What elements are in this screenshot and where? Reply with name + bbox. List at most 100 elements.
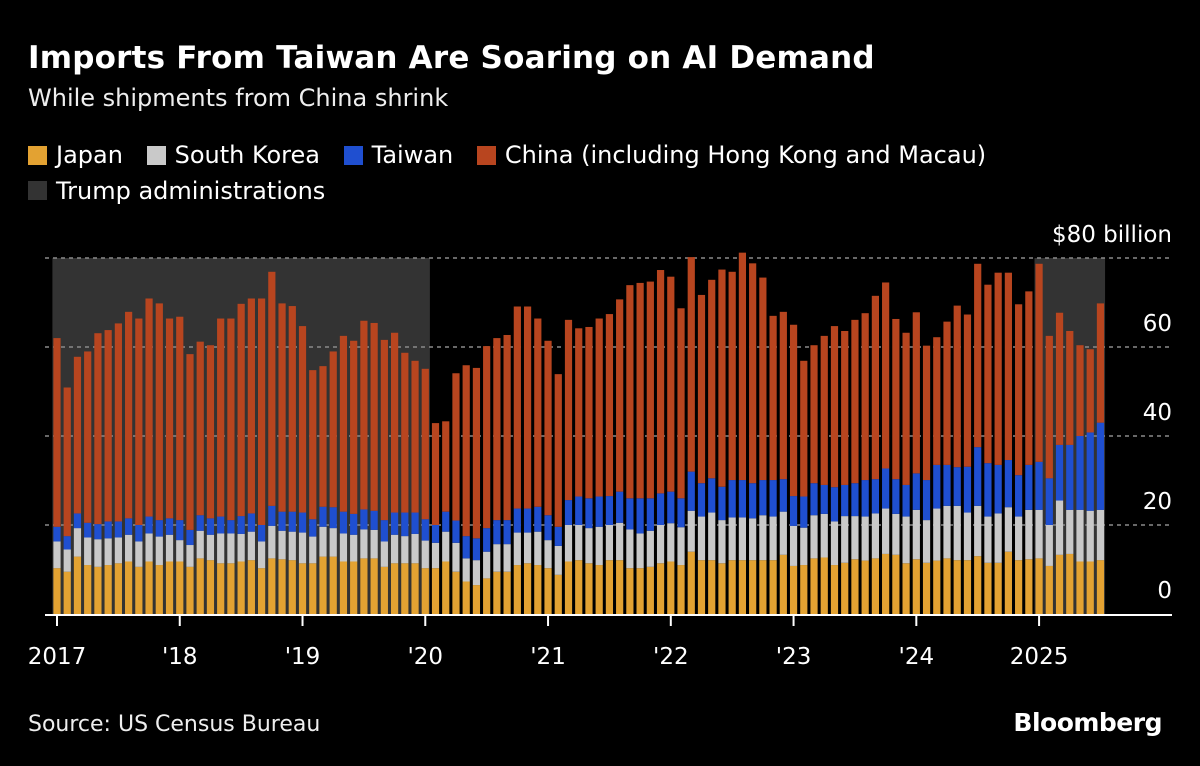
bar-segment-taiwan xyxy=(994,464,1002,514)
bar-segment-taiwan xyxy=(421,519,429,541)
legend-item-trump: Trump administrations xyxy=(28,174,325,208)
y-tick-label: 60 xyxy=(1143,311,1172,337)
bar-segment-china xyxy=(841,330,849,485)
bar-segment-south-korea xyxy=(605,525,614,561)
x-tick-label: 2025 xyxy=(1010,644,1069,670)
bar-segment-japan xyxy=(738,560,747,614)
bar-segment-south-korea xyxy=(63,549,71,572)
bar-segment-taiwan xyxy=(575,496,583,525)
bar-segment-china xyxy=(789,324,798,497)
bar-segment-japan xyxy=(186,566,194,614)
bar-segment-china xyxy=(616,299,624,492)
bar-segment-taiwan xyxy=(94,524,102,540)
bar-segment-taiwan xyxy=(984,463,992,517)
bar-segment-south-korea xyxy=(84,537,92,566)
bar-segment-china xyxy=(503,334,511,521)
bar-segment-taiwan xyxy=(431,525,440,543)
legend-swatch-china xyxy=(476,145,496,165)
bar-segment-japan xyxy=(1086,561,1094,614)
legend-label: Trump administrations xyxy=(56,176,326,205)
bar-segment-taiwan xyxy=(114,521,122,538)
bar-segment-south-korea xyxy=(483,551,491,579)
bar-segment-south-korea xyxy=(861,516,869,561)
bar-segment-japan xyxy=(882,553,890,614)
bar-segment-taiwan xyxy=(922,480,931,521)
bar-segment-south-korea xyxy=(810,515,818,559)
bar-segment-japan xyxy=(176,561,184,614)
bar-segment-china xyxy=(830,326,839,488)
bar-segment-japan xyxy=(421,568,429,614)
bar-segment-japan xyxy=(165,561,174,614)
bar-segment-china xyxy=(953,305,961,468)
bar-segment-china xyxy=(135,318,143,525)
bar-segment-japan xyxy=(145,561,153,614)
bar-segment-china xyxy=(176,316,184,521)
bar-segment-china xyxy=(974,263,982,448)
bar-segment-south-korea xyxy=(380,541,388,567)
bar-segment-south-korea xyxy=(442,531,450,562)
bar-segment-japan xyxy=(892,554,900,614)
bar-segment-south-korea xyxy=(974,505,982,557)
bar-segment-taiwan xyxy=(186,529,194,546)
bar-segment-south-korea xyxy=(963,512,972,561)
bar-segment-japan xyxy=(953,560,961,614)
bar-segment-china xyxy=(656,270,665,494)
bar-segment-japan xyxy=(288,560,296,614)
legend-swatch-south-korea xyxy=(146,145,166,165)
bar-segment-china xyxy=(421,368,429,520)
bar-segment-china xyxy=(759,277,767,481)
legend-label: Taiwan xyxy=(371,141,454,169)
bar-segment-taiwan xyxy=(237,516,245,534)
x-tick-label: '22 xyxy=(653,644,689,670)
bar-segment-south-korea xyxy=(708,512,716,561)
bar-segment-taiwan xyxy=(165,518,174,535)
bar-segment-taiwan xyxy=(708,478,716,513)
bar-segment-taiwan xyxy=(605,496,614,525)
bar-segment-south-korea xyxy=(176,540,184,562)
bar-segment-south-korea xyxy=(401,536,409,564)
bar-segment-taiwan xyxy=(953,467,961,506)
bar-segment-south-korea xyxy=(687,510,695,552)
bar-segment-china xyxy=(943,321,951,465)
bar-segment-south-korea xyxy=(370,529,378,559)
bar-segment-japan xyxy=(616,560,624,614)
bar-segment-south-korea xyxy=(1035,509,1043,559)
bar-segment-south-korea xyxy=(820,513,828,558)
bar-segment-south-korea xyxy=(912,509,920,560)
bar-segment-china xyxy=(452,373,460,521)
bar-segment-japan xyxy=(370,558,378,614)
bar-segment-japan xyxy=(1015,560,1023,614)
bar-segment-china xyxy=(114,323,122,522)
bar-segment-china xyxy=(206,345,215,519)
bar-segment-taiwan xyxy=(227,520,235,534)
bar-segment-china xyxy=(564,319,573,501)
bar-segment-taiwan xyxy=(738,480,747,518)
bar-segment-china xyxy=(472,367,481,539)
bar-segment-japan xyxy=(708,560,716,614)
bar-segment-taiwan xyxy=(963,466,972,513)
bar-segment-south-korea xyxy=(953,505,961,561)
bar-segment-japan xyxy=(196,558,204,614)
bar-segment-china xyxy=(145,298,153,517)
bar-segment-china xyxy=(493,338,501,521)
bar-segment-japan xyxy=(677,565,685,614)
bar-segment-china xyxy=(104,330,112,522)
bar-segment-south-korea xyxy=(114,537,122,564)
bar-segment-south-korea xyxy=(882,508,890,554)
bar-segment-taiwan xyxy=(585,498,593,529)
bar-segment-japan xyxy=(84,565,92,614)
bar-segment-south-korea xyxy=(626,529,634,569)
bar-segment-japan xyxy=(789,565,798,614)
bar-segment-south-korea xyxy=(94,539,102,567)
bar-segment-taiwan xyxy=(1076,436,1084,510)
bar-segment-south-korea xyxy=(902,516,910,564)
bar-segment-japan xyxy=(309,563,317,614)
bar-segment-china xyxy=(595,318,603,497)
bar-segment-south-korea xyxy=(759,515,767,561)
bar-segment-taiwan xyxy=(912,473,920,510)
bar-segment-japan xyxy=(390,563,399,614)
bar-segment-china xyxy=(278,303,286,512)
source-note: Source: US Census Bureau xyxy=(28,712,321,737)
bar-segment-south-korea xyxy=(718,520,726,564)
bar-segment-china xyxy=(258,298,266,525)
